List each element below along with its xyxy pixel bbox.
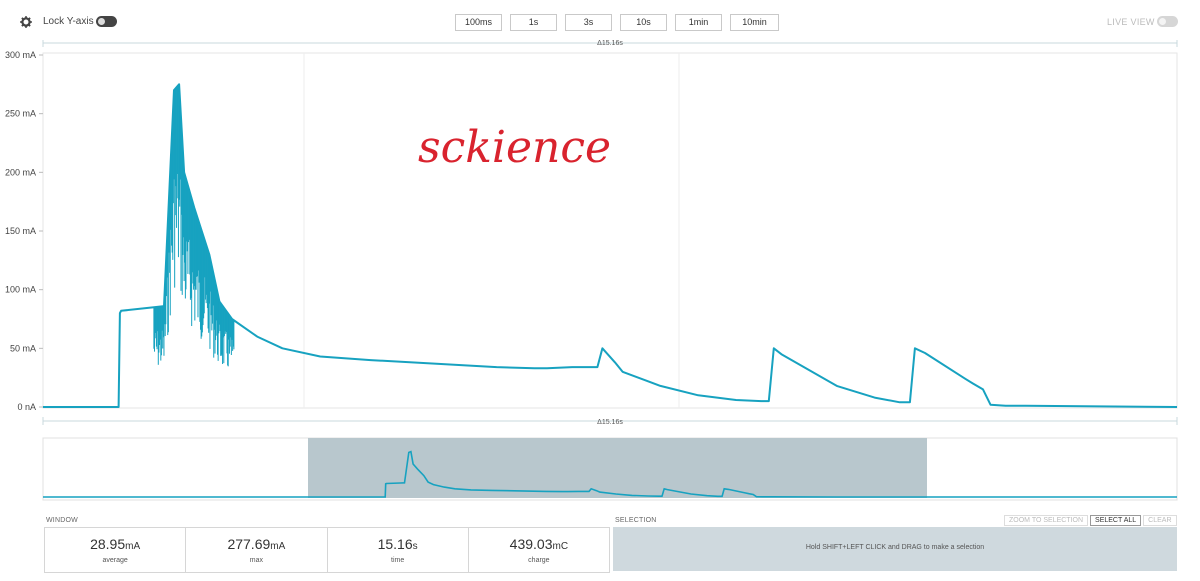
toggle-knob (1159, 18, 1166, 25)
select-all-button[interactable]: SELECT ALL (1090, 515, 1142, 526)
window-label: WINDOW (46, 517, 78, 524)
plot-frame (42, 52, 1178, 409)
gear-icon[interactable] (19, 15, 33, 29)
charge-label: charge (528, 557, 550, 564)
average-label: average (102, 557, 128, 564)
zoom-100ms-button[interactable]: 100ms (455, 14, 502, 31)
selection-buttons: ZOOM TO SELECTION SELECT ALL CLEAR (1004, 515, 1179, 526)
stat-average: 28.95mA average (45, 528, 187, 572)
zoom-1min-button[interactable]: 1min (675, 14, 722, 31)
handwritten-annotation: sckience (418, 122, 611, 173)
live-view-label: LIVE VIEW (1107, 17, 1155, 27)
y-tick-label: 0 nA (17, 402, 36, 412)
time-value: 15.16 (377, 536, 413, 552)
zoom-to-selection-button[interactable]: ZOOM TO SELECTION (1004, 515, 1089, 526)
toggle-knob (98, 18, 105, 25)
y-tick-label: 200 mA (5, 167, 36, 177)
time-label: time (391, 557, 405, 564)
selection-label: SELECTION (615, 517, 657, 524)
top-toolbar: Lock Y-axis 100ms 1s 3s 10s 1min 10min L… (0, 0, 1200, 44)
zoom-buttons: 100ms 1s 3s 10s 1min 10min (455, 14, 787, 31)
current-chart[interactable]: Δ15.16s 300 mA 250 mA 200 mA 150 mA 100 mA 50… (0, 40, 1200, 502)
max-value: 277.69 (227, 536, 271, 552)
time-unit: s (412, 541, 418, 552)
zoom-3s-button[interactable]: 3s (565, 14, 612, 31)
zoom-10s-button[interactable]: 10s (620, 14, 667, 31)
bottom-delta-label: Δ15.16s (597, 419, 623, 426)
y-tick-label: 150 mA (5, 226, 36, 236)
y-tick-label: 300 mA (5, 50, 36, 60)
lock-y-axis-label: Lock Y-axis (43, 16, 94, 27)
y-tick-label: 250 mA (5, 109, 36, 119)
top-delta-label: Δ15.16s (597, 40, 623, 47)
average-value: 28.95 (90, 536, 126, 552)
window-stats: 28.95mA average 277.69mA max 15.16s time… (44, 527, 610, 573)
selection-panel[interactable]: Hold SHIFT+LEFT CLICK and DRAG to make a… (613, 527, 1177, 571)
lock-y-axis-toggle[interactable] (96, 16, 117, 27)
charge-value: 439.03 (509, 536, 553, 552)
average-unit: mA (125, 541, 141, 552)
overview-series-line (43, 450, 1177, 498)
zoom-10min-button[interactable]: 10min (730, 14, 779, 31)
y-tick-label: 50 mA (10, 343, 36, 353)
signal-noise (153, 84, 235, 367)
zoom-1s-button[interactable]: 1s (510, 14, 557, 31)
y-tick-label: 100 mA (5, 285, 36, 295)
clear-button[interactable]: CLEAR (1143, 515, 1177, 526)
max-label: max (249, 557, 263, 564)
charge-unit: mC (552, 541, 569, 552)
stat-charge: 439.03mC charge (469, 528, 609, 572)
y-axis: 300 mA 250 mA 200 mA 150 mA 100 mA 50 mA 0 nA (5, 50, 43, 412)
selection-hint: Hold SHIFT+LEFT CLICK and DRAG to make a… (805, 544, 985, 551)
stat-max: 277.69mA max (186, 528, 328, 572)
live-view-toggle[interactable] (1157, 16, 1178, 27)
overview-selection-window[interactable] (308, 438, 927, 498)
stat-time: 15.16s time (328, 528, 469, 572)
max-unit: mA (270, 541, 286, 552)
